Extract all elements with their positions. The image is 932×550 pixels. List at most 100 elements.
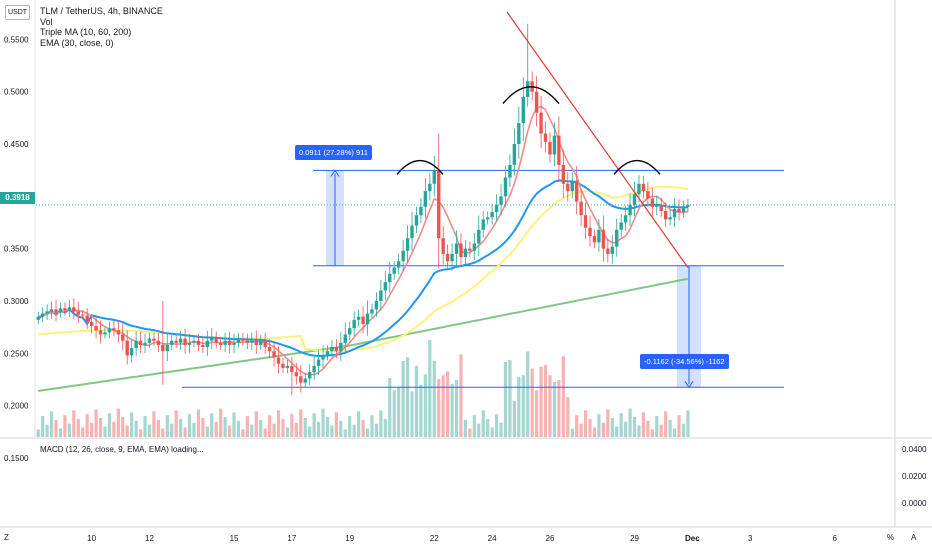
volume-bar xyxy=(67,423,71,437)
vol-indicator-label[interactable]: Vol xyxy=(40,16,53,27)
candle-body xyxy=(361,316,365,324)
volume-bar xyxy=(432,361,436,437)
up-measure-label[interactable]: 0.0911 (27.28%) 911 xyxy=(295,145,372,160)
candle-body xyxy=(663,210,668,220)
candle-body xyxy=(49,309,54,312)
candle-body xyxy=(316,359,321,366)
candle-body xyxy=(601,229,606,249)
y-tick-label: 0.2000 xyxy=(4,402,29,411)
volume-bar xyxy=(463,419,468,437)
candle-body xyxy=(392,267,396,274)
volume-bar xyxy=(517,377,521,437)
volume-bar xyxy=(548,375,552,437)
candle-body xyxy=(281,363,285,368)
candle-body xyxy=(103,332,107,335)
candle-body xyxy=(223,340,227,345)
volume-bar xyxy=(539,366,543,437)
candle-body xyxy=(468,248,472,251)
candle-body xyxy=(321,355,325,360)
volume-bar xyxy=(94,409,98,437)
candle-body xyxy=(383,282,388,291)
volume-bar xyxy=(557,380,561,437)
candle-body xyxy=(517,123,521,145)
volume-bar xyxy=(36,429,40,437)
volume-bar xyxy=(624,421,628,437)
x-tick-label: 15 xyxy=(230,534,239,543)
last-price-tag: 0.3918 xyxy=(0,192,35,204)
volume-bar xyxy=(606,409,610,437)
candle-body xyxy=(205,340,210,348)
volume-series xyxy=(36,340,690,437)
volume-bar xyxy=(219,408,223,437)
volume-bar xyxy=(428,340,432,437)
candle-body xyxy=(499,196,503,205)
volume-bar xyxy=(686,410,690,437)
volume-bar xyxy=(63,415,67,437)
candle-body xyxy=(294,372,299,377)
volume-bar xyxy=(561,356,565,437)
candle-body xyxy=(325,351,330,356)
volume-bar xyxy=(668,419,672,437)
volume-bar xyxy=(650,429,654,437)
triple-ma-indicator-label[interactable]: Triple MA (10, 60, 200) xyxy=(40,27,132,37)
macd-indicator-label[interactable]: MACD (12, 26, close, 9, EMA, EMA) loadin… xyxy=(40,445,204,454)
volume-bar xyxy=(619,413,623,437)
candle-body xyxy=(548,141,552,155)
currency-badge[interactable]: USDT xyxy=(5,5,30,20)
zoom-button[interactable]: Z xyxy=(4,533,9,542)
volume-bar xyxy=(316,421,321,437)
volume-bar xyxy=(81,427,85,437)
volume-bar xyxy=(138,429,143,437)
down-measure-label[interactable]: -0.1162 (-34.56%) -1162 xyxy=(640,354,729,369)
candle-body xyxy=(659,204,663,211)
volume-bar xyxy=(54,419,58,437)
volume-bar xyxy=(210,413,214,437)
candle-body xyxy=(485,217,490,220)
volume-bar xyxy=(446,371,450,437)
x-tick-label: 22 xyxy=(430,534,439,543)
candle-body xyxy=(494,204,499,213)
volume-bar xyxy=(459,354,463,437)
candle-body xyxy=(534,91,539,113)
volume-bar xyxy=(90,422,94,437)
candle-body xyxy=(681,206,686,213)
volume-bar xyxy=(245,416,249,437)
volume-bar xyxy=(494,414,499,437)
candle-body xyxy=(508,164,512,178)
candle-body xyxy=(539,112,543,134)
volume-bar xyxy=(112,421,116,437)
y-tick-label: 0.5000 xyxy=(4,88,29,97)
candle-body xyxy=(450,253,454,262)
volume-bar xyxy=(299,409,303,437)
y-tick-label: 0.2500 xyxy=(4,349,29,358)
volume-bar xyxy=(499,422,503,437)
x-tick-label: 12 xyxy=(145,534,154,543)
candle-body xyxy=(81,314,85,316)
candle-body xyxy=(526,81,530,97)
volume-bar xyxy=(227,425,232,437)
candle-body xyxy=(477,229,481,244)
volume-bar xyxy=(236,420,241,437)
volume-bar xyxy=(374,423,379,437)
ema-indicator-label[interactable]: EMA (30, close, 0) xyxy=(40,37,114,48)
candle-body xyxy=(165,344,169,352)
volume-bar xyxy=(250,424,254,437)
volume-bar xyxy=(597,414,601,437)
candle-body xyxy=(388,273,392,283)
volume-bar xyxy=(379,410,383,437)
ma200-line xyxy=(38,277,689,392)
volume-bar xyxy=(272,423,276,437)
macd-tick-label: 0.0400 xyxy=(902,445,927,454)
candle-body xyxy=(370,309,374,314)
auto-scale-button[interactable]: A xyxy=(911,533,917,542)
candle-body xyxy=(254,340,258,345)
percent-scale-button[interactable]: % xyxy=(887,533,895,542)
candle-body xyxy=(236,338,241,343)
symbol-title[interactable]: TLM / TetherUS, 4h, BINANCE xyxy=(40,6,163,16)
x-tick-label: Dec xyxy=(685,534,700,543)
candle-body xyxy=(672,208,677,218)
volume-bar xyxy=(334,412,338,437)
volume-bar xyxy=(508,360,512,437)
candle-body xyxy=(152,338,156,341)
